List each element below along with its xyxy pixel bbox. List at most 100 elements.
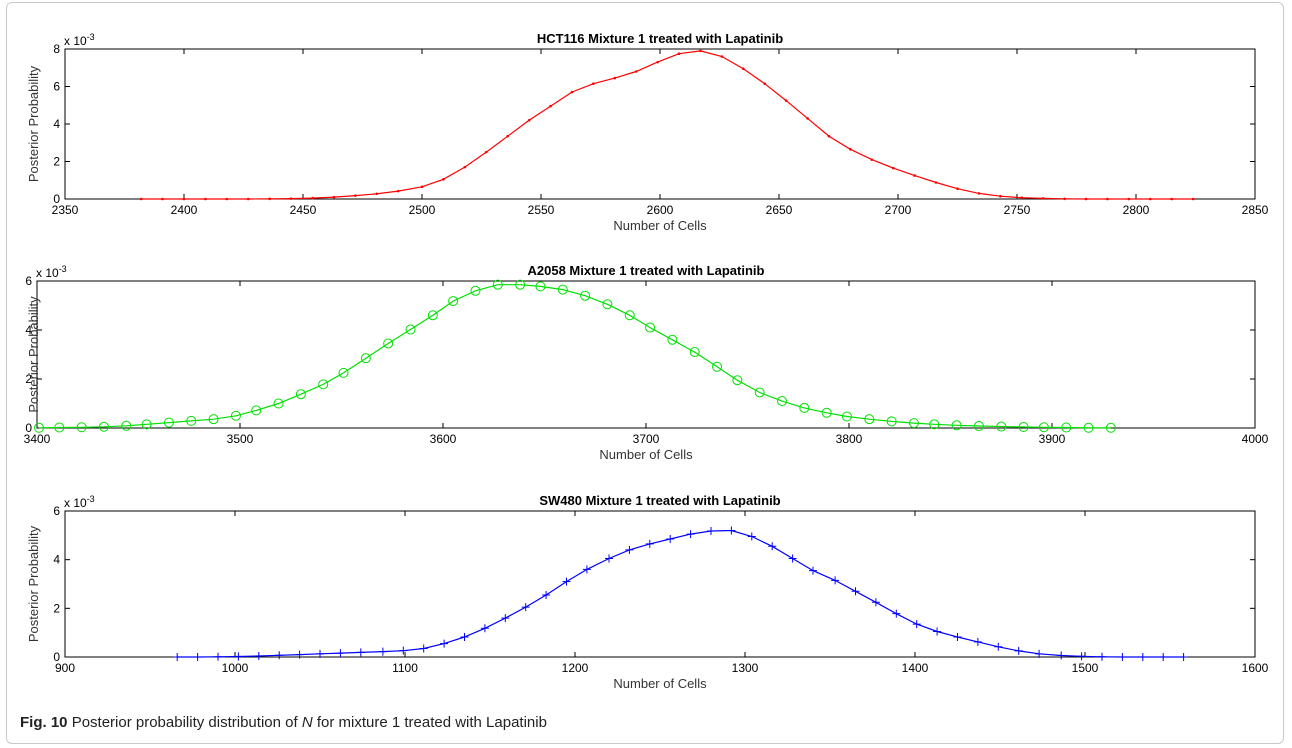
data-point bbox=[121, 420, 132, 431]
y-tick-label: 6 bbox=[53, 504, 60, 518]
x-tick-label: 3600 bbox=[430, 432, 457, 446]
data-point bbox=[230, 410, 241, 421]
data-point bbox=[1083, 422, 1094, 433]
data-point bbox=[613, 76, 617, 80]
data-point bbox=[727, 526, 736, 535]
data-point bbox=[689, 347, 700, 358]
data-point bbox=[141, 419, 152, 430]
data-point bbox=[645, 322, 656, 333]
data-point bbox=[492, 279, 503, 290]
x-tick-label: 1200 bbox=[562, 661, 589, 675]
x-tick-label: 3500 bbox=[227, 432, 254, 446]
data-point bbox=[521, 603, 530, 612]
data-point bbox=[214, 652, 222, 661]
data-point bbox=[1020, 196, 1024, 199]
y-tick-label: 4 bbox=[53, 553, 60, 567]
y-axis-label: Posterior Probability bbox=[26, 296, 41, 413]
data-point bbox=[527, 118, 531, 122]
plot-area-box bbox=[36, 280, 1256, 429]
data-point bbox=[580, 290, 591, 301]
data-point bbox=[625, 545, 634, 554]
series-line bbox=[141, 50, 1194, 200]
x-tick-label: 2350 bbox=[52, 203, 79, 217]
x-axis-label: Number of Cells bbox=[613, 676, 707, 691]
data-point bbox=[809, 566, 817, 575]
data-point bbox=[1038, 422, 1049, 433]
data-point bbox=[973, 637, 982, 646]
data-point bbox=[913, 174, 916, 177]
exponent-label: x 10-3 bbox=[36, 264, 67, 280]
data-point bbox=[318, 379, 329, 390]
data-point bbox=[1148, 197, 1152, 201]
y-tick-label: 0 bbox=[25, 421, 32, 435]
figure-caption: Fig. 10 Posterior probability distributi… bbox=[20, 714, 1260, 731]
exponent-power: -3 bbox=[59, 264, 67, 274]
data-point bbox=[892, 609, 901, 618]
data-point bbox=[515, 279, 526, 290]
data-point bbox=[605, 554, 613, 563]
data-point bbox=[562, 577, 571, 586]
y-tick-label: 6 bbox=[53, 80, 60, 94]
data-point bbox=[788, 554, 797, 563]
data-point bbox=[999, 194, 1002, 198]
data-point bbox=[929, 419, 940, 430]
series-line bbox=[38, 284, 1111, 429]
data-point bbox=[383, 338, 394, 349]
data-point bbox=[1159, 653, 1168, 661]
data-point bbox=[592, 82, 595, 85]
data-point bbox=[666, 534, 675, 543]
data-point bbox=[1014, 646, 1023, 655]
data-point bbox=[535, 281, 546, 292]
data-point bbox=[777, 396, 788, 407]
data-point bbox=[549, 104, 552, 108]
data-point bbox=[602, 299, 613, 310]
y-tick-label: 2 bbox=[25, 372, 32, 386]
data-point bbox=[161, 197, 164, 201]
data-point bbox=[440, 639, 449, 648]
y-axis-label: Posterior Probability bbox=[26, 525, 41, 642]
data-point bbox=[686, 530, 695, 539]
data-point bbox=[1127, 197, 1131, 201]
x-tick-label: 2800 bbox=[1123, 203, 1150, 217]
data-point bbox=[268, 197, 271, 201]
x-tick-label: 2550 bbox=[528, 203, 555, 217]
caption-label: Fig. 10 bbox=[20, 714, 68, 731]
y-tick-label: 2 bbox=[53, 155, 60, 169]
y-tick-label: 6 bbox=[25, 274, 32, 288]
data-point bbox=[163, 417, 174, 428]
data-point bbox=[953, 633, 962, 642]
data-point bbox=[480, 624, 489, 633]
y-tick-label: 4 bbox=[53, 117, 60, 131]
x-tick-label: 2450 bbox=[290, 203, 317, 217]
data-point bbox=[396, 189, 400, 193]
data-point bbox=[139, 197, 143, 201]
data-point bbox=[754, 387, 765, 398]
data-point bbox=[332, 195, 336, 199]
data-point bbox=[54, 422, 65, 433]
data-point bbox=[470, 285, 481, 296]
x-tick-label: 2700 bbox=[885, 203, 912, 217]
data-point bbox=[849, 148, 852, 151]
data-point bbox=[208, 414, 219, 425]
data-point bbox=[1041, 197, 1045, 200]
data-point bbox=[356, 648, 365, 657]
data-point bbox=[460, 633, 469, 642]
data-point bbox=[360, 353, 371, 364]
data-point bbox=[1105, 422, 1116, 433]
data-point bbox=[799, 402, 810, 413]
x-tick-label: 1500 bbox=[1072, 661, 1099, 675]
data-point bbox=[821, 407, 832, 418]
data-point bbox=[193, 653, 202, 661]
data-point bbox=[1035, 649, 1044, 658]
data-point bbox=[677, 52, 681, 55]
y-axis-label: Posterior Probability bbox=[26, 65, 41, 182]
data-point bbox=[251, 405, 262, 416]
caption-italic: N bbox=[301, 714, 313, 731]
data-point bbox=[405, 324, 416, 335]
data-point bbox=[712, 361, 723, 372]
x-tick-label: 1400 bbox=[902, 661, 929, 675]
data-point bbox=[742, 67, 745, 70]
x-tick-label: 2600 bbox=[647, 203, 674, 217]
data-point bbox=[645, 539, 654, 548]
data-point bbox=[806, 117, 809, 120]
